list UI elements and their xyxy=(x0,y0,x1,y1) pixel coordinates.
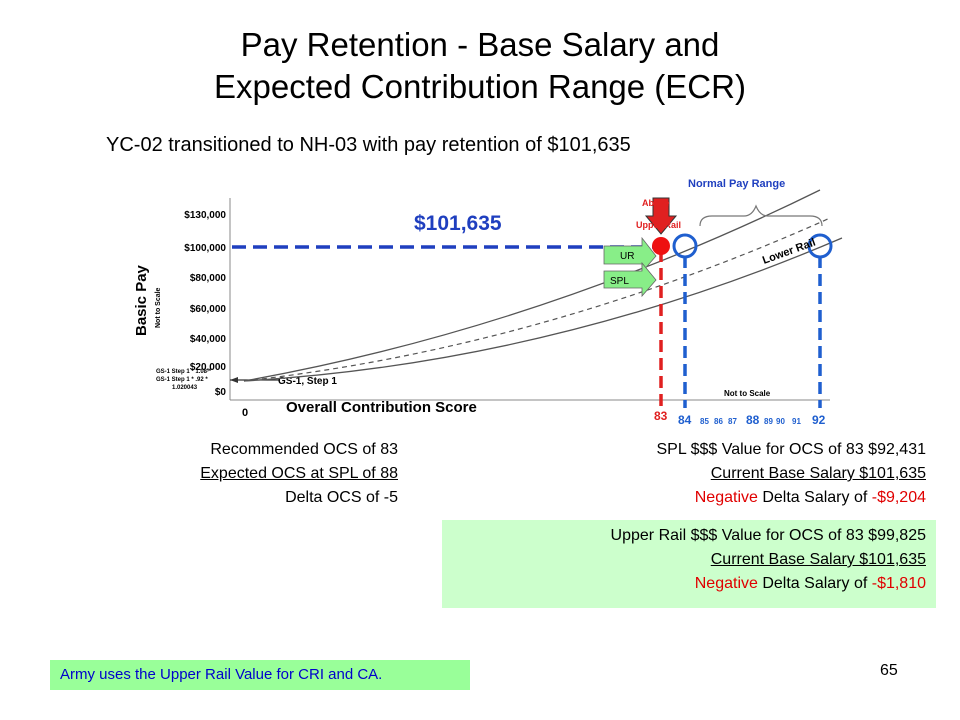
subtitle: YC-02 transitioned to NH-03 with pay ret… xyxy=(106,134,631,156)
ur-label: UR xyxy=(620,251,634,262)
spl-summary: SPL $$$ Value for OCS of 83 $92,431 Curr… xyxy=(440,438,926,510)
x-tick-83: 83 xyxy=(654,409,668,423)
x-tick-85: 85 xyxy=(700,417,709,426)
x-origin-label: 0 xyxy=(242,407,248,419)
salary-label: $101,635 xyxy=(414,212,502,235)
delta-ocs: Delta OCS of -5 xyxy=(285,489,398,506)
x-tick-87: 87 xyxy=(728,417,737,426)
upper-rail-value: Upper Rail $$$ Value for OCS of 83 $99,8… xyxy=(610,527,926,544)
down-arrow xyxy=(644,197,678,235)
spl-delta-text: Delta Salary of xyxy=(757,489,872,506)
y-tick-20000: $20,000 xyxy=(190,362,227,373)
slide-title: Pay Retention - Base Salary and Expected… xyxy=(0,24,960,108)
above-label: Above xyxy=(642,198,670,208)
range-end-circle xyxy=(807,233,833,259)
spl-negative-word: Negative xyxy=(694,489,758,506)
upper-rail-curve xyxy=(243,189,821,382)
army-note: Army uses the Upper Rail Value for CRI a… xyxy=(50,660,470,690)
y-tick-60000: $60,000 xyxy=(190,304,227,315)
gs-arrow-head xyxy=(230,377,238,383)
ur-arrow xyxy=(603,236,657,274)
upper-delta-value: -$1,810 xyxy=(871,575,926,592)
upper-negative-word: Negative xyxy=(694,575,758,592)
y-tick-130000: $130,000 xyxy=(184,210,226,221)
lower-rail-curve xyxy=(243,237,843,382)
spl-label: SPL xyxy=(610,276,629,287)
title-line-2: Expected Contribution Range (ECR) xyxy=(214,68,746,105)
upper-rail-label: Upper Rail xyxy=(636,220,681,230)
y-tick-100000: $100,000 xyxy=(184,243,226,254)
spl-current-salary: Current Base Salary $101,635 xyxy=(710,465,926,482)
upper-rail-summary: Upper Rail $$$ Value for OCS of 83 $99,8… xyxy=(611,524,926,596)
recommended-ocs: Recommended OCS of 83 xyxy=(210,441,398,458)
upper-rail-box: Upper Rail $$$ Value for OCS of 83 $99,8… xyxy=(442,520,936,608)
y-axis-label: Basic Pay xyxy=(133,264,150,336)
page-number: 65 xyxy=(880,662,898,679)
ocs-summary: Recommended OCS of 83 Expected OCS at SP… xyxy=(100,438,398,510)
y-tick-0: $0 xyxy=(215,387,227,398)
recommended-point xyxy=(652,237,670,255)
y-tick-80000: $80,000 xyxy=(190,273,227,284)
gs-formula-3: 1.020043 xyxy=(172,385,198,391)
spl-value: SPL $$$ Value for OCS of 83 $92,431 xyxy=(656,441,926,458)
y-axis-note: Not to Scale xyxy=(155,287,162,328)
range-start-circle xyxy=(672,233,698,259)
spl-curve xyxy=(243,217,831,382)
spl-arrow xyxy=(603,261,657,298)
x-tick-88: 88 xyxy=(746,413,760,427)
pay-chart: Basic Pay Not to Scale $130,000 $100,000… xyxy=(133,178,843,427)
x-axis-label: Overall Contribution Score xyxy=(286,399,477,416)
range-brace xyxy=(699,204,823,227)
x-tick-91: 91 xyxy=(792,417,801,426)
x-tick-86: 86 xyxy=(714,417,723,426)
upper-current-salary: Current Base Salary $101,635 xyxy=(710,551,926,568)
spl-delta: Negative Delta Salary of -$9,204 xyxy=(440,486,926,510)
y-tick-40000: $40,000 xyxy=(190,334,227,345)
gs-formula-2: GS-1 Step 1 * .92 * xyxy=(156,377,208,383)
x-tick-90: 90 xyxy=(776,417,785,426)
normal-pay-range-label: Normal Pay Range xyxy=(688,178,785,190)
gs-step-label: GS-1, Step 1 xyxy=(278,376,337,387)
gs-formula-1: GS-1 Step 1 * 1.08 * xyxy=(156,369,212,375)
x-tick-89: 89 xyxy=(764,417,773,426)
x-not-to-scale: Not to Scale xyxy=(724,389,771,398)
x-tick-84: 84 xyxy=(678,413,692,427)
expected-ocs: Expected OCS at SPL of 88 xyxy=(200,465,398,482)
spl-delta-value: -$9,204 xyxy=(871,489,926,506)
title-line-1: Pay Retention - Base Salary and xyxy=(240,26,720,63)
upper-delta: Negative Delta Salary of -$1,810 xyxy=(611,572,926,596)
upper-delta-text: Delta Salary of xyxy=(757,575,872,592)
x-tick-92: 92 xyxy=(812,413,826,427)
